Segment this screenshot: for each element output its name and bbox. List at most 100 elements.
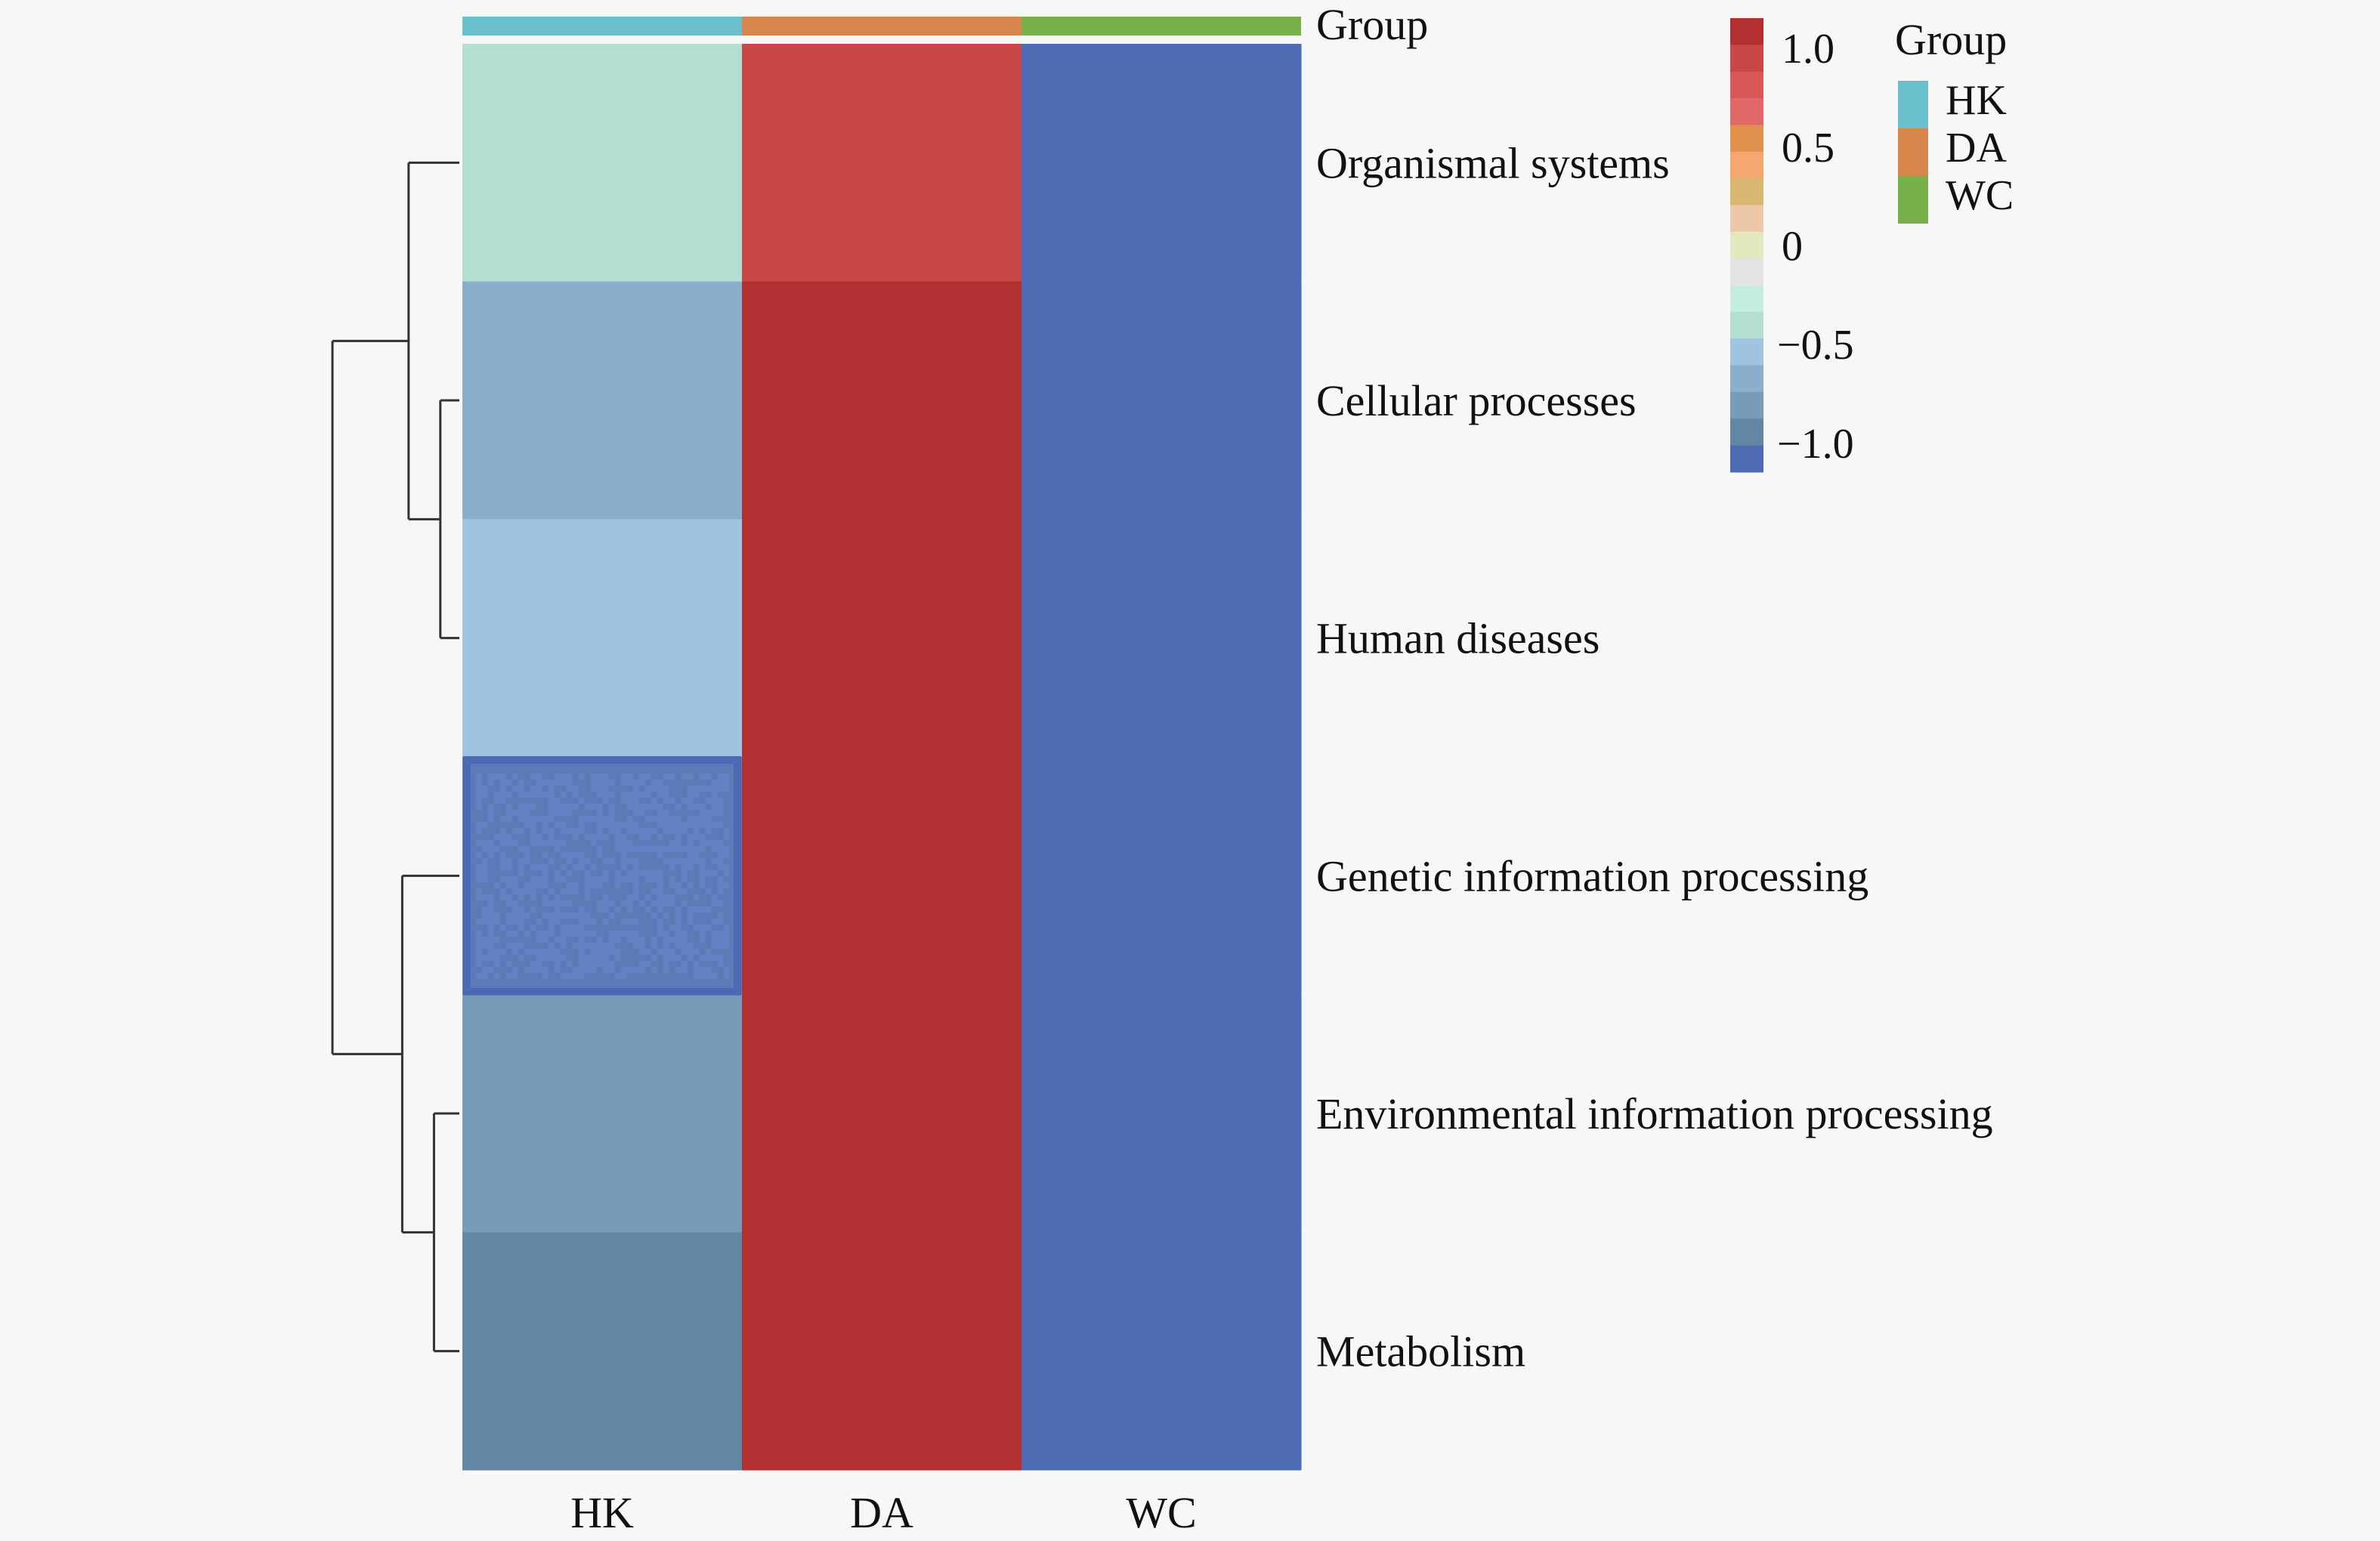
texture-pixel <box>494 882 500 888</box>
texture-pixel <box>555 913 561 919</box>
texture-pixel <box>542 937 549 943</box>
texture-pixel <box>597 786 603 792</box>
texture-pixel <box>615 955 621 961</box>
texture-pixel <box>585 961 591 967</box>
texture-pixel <box>567 961 573 967</box>
texture-pixel <box>579 943 585 949</box>
texture-pixel <box>494 955 500 961</box>
texture-pixel <box>518 846 524 852</box>
texture-pixel <box>627 967 633 973</box>
legend-title: Group <box>1895 15 2007 64</box>
texture-pixel <box>603 834 609 840</box>
texture-pixel <box>488 955 494 961</box>
texture-pixel <box>585 967 591 973</box>
texture-pixel <box>500 852 506 858</box>
texture-pixel <box>663 931 669 937</box>
texture-pixel <box>488 810 494 816</box>
texture-pixel <box>669 925 675 931</box>
texture-pixel <box>542 870 549 876</box>
texture-pixel <box>621 774 627 780</box>
texture-pixel <box>494 973 500 979</box>
texture-pixel <box>573 834 579 840</box>
texture-pixel <box>669 949 675 955</box>
texture-pixel <box>476 931 482 937</box>
texture-pixel <box>530 882 536 888</box>
texture-pixel <box>585 834 591 840</box>
colorbar-segment <box>1730 205 1763 233</box>
texture-pixel <box>639 810 645 816</box>
texture-pixel <box>500 894 506 900</box>
texture-pixel <box>675 906 682 913</box>
texture-pixel <box>549 919 555 925</box>
texture-pixel <box>657 810 663 816</box>
texture-pixel <box>663 816 669 822</box>
texture-pixel <box>561 888 567 894</box>
texture-pixel <box>542 822 549 828</box>
texture-pixel <box>663 961 669 967</box>
heatmap-cell <box>462 519 743 758</box>
texture-pixel <box>633 786 639 792</box>
texture-pixel <box>500 864 506 870</box>
texture-pixel <box>567 925 573 931</box>
texture-pixel <box>694 967 700 973</box>
colorbar-segment <box>1730 151 1763 179</box>
texture-pixel <box>694 894 700 900</box>
texture-pixel <box>518 955 524 961</box>
texture-pixel <box>591 780 597 786</box>
texture-pixel <box>579 919 585 925</box>
texture-pixel <box>688 913 694 919</box>
texture-pixel <box>700 925 706 931</box>
texture-pixel <box>500 798 506 804</box>
texture-pixel <box>688 834 694 840</box>
texture-pixel <box>482 858 488 864</box>
texture-pixel <box>579 906 585 913</box>
colorbar <box>1730 18 1763 473</box>
texture-pixel <box>669 858 675 864</box>
texture-pixel <box>609 937 615 943</box>
heatmap-cell <box>1022 281 1302 520</box>
texture-pixel <box>506 864 512 870</box>
texture-pixel <box>482 876 488 882</box>
texture-pixel <box>627 894 633 900</box>
texture-pixel <box>488 894 494 900</box>
texture-pixel <box>688 858 694 864</box>
texture-pixel <box>573 804 579 810</box>
texture-pixel <box>712 780 718 786</box>
texture-pixel <box>555 810 561 816</box>
texture-pixel <box>682 931 688 937</box>
colorbar-segment <box>1730 18 1763 45</box>
texture-pixel <box>639 870 645 876</box>
texture-pixel <box>555 955 561 961</box>
column-labels: HK DA WC <box>570 1488 1197 1537</box>
texture-pixel <box>500 780 506 786</box>
texture-pixel <box>567 804 573 810</box>
texture-pixel <box>512 900 518 906</box>
texture-pixel <box>682 937 688 943</box>
texture-pixel <box>549 792 555 798</box>
texture-pixel <box>536 961 542 967</box>
texture-pixel <box>718 780 724 786</box>
texture-pixel <box>549 804 555 810</box>
texture-pixel <box>718 798 724 804</box>
texture-pixel <box>591 961 597 967</box>
colorbar-segment <box>1730 45 1763 73</box>
texture-pixel <box>712 810 718 816</box>
texture-pixel <box>603 870 609 876</box>
texture-pixel <box>700 816 706 822</box>
texture-pixel <box>518 810 524 816</box>
texture-pixel <box>530 828 536 834</box>
texture-pixel <box>633 810 639 816</box>
texture-pixel <box>476 840 482 846</box>
texture-pixel <box>512 810 518 816</box>
texture-pixel <box>663 967 669 973</box>
texture-pixel <box>597 937 603 943</box>
texture-pixel <box>549 943 555 949</box>
texture-pixel <box>669 876 675 882</box>
texture-pixel <box>682 888 688 894</box>
texture-pixel <box>512 888 518 894</box>
texture-pixel <box>682 798 688 804</box>
texture-pixel <box>476 943 482 949</box>
texture-pixel <box>506 931 512 937</box>
texture-pixel <box>633 919 639 925</box>
